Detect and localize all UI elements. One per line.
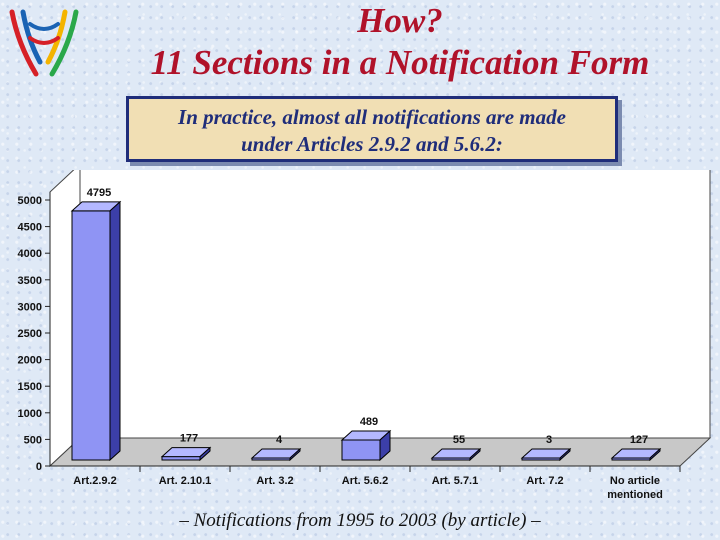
y-tick-label: 2000 — [18, 355, 42, 367]
x-tick-label: mentioned — [607, 489, 663, 501]
title-line-2: 11 Sections in a Notification Form — [150, 43, 650, 82]
callout-line-2: under Articles 2.9.2 and 5.6.2: — [241, 132, 503, 156]
bar-value-label: 177 — [180, 433, 198, 445]
y-tick-label: 4500 — [18, 222, 42, 234]
y-tick-label: 0 — [36, 461, 42, 473]
bar-side — [109, 200, 121, 462]
bar-value-label: 4795 — [87, 187, 111, 199]
bar-value-label: 489 — [360, 416, 378, 428]
x-tick-label: Art. 5.7.1 — [432, 475, 478, 487]
chart-back-wall — [79, 170, 711, 439]
bar-value-label: 4 — [276, 434, 283, 446]
bar-side — [469, 447, 481, 462]
callout-box: In practice, almost all notifications ar… — [126, 96, 618, 162]
bar-chart: 0 500 1000 1500 2000 2500 3000 3500 4000 4500 5000… — [18, 170, 712, 501]
bar-value-label: 55 — [453, 434, 465, 446]
bar — [341, 439, 381, 461]
wto-logo-icon — [9, 9, 79, 77]
bar-side — [379, 429, 391, 462]
y-tick-label: 2500 — [18, 328, 42, 340]
x-tick-label: Art.2.9.2 — [73, 475, 116, 487]
y-tick-label: 3000 — [18, 301, 42, 313]
bar — [161, 456, 201, 461]
bar-side — [559, 447, 571, 462]
y-tick-label: 5000 — [18, 195, 42, 207]
y-tick-label: 3500 — [18, 275, 42, 287]
x-tick-label: Art. 2.10.1 — [159, 475, 212, 487]
bar-side — [199, 446, 211, 462]
y-tick-label: 1500 — [18, 381, 42, 393]
x-tick-label: Art. 3.2 — [256, 475, 293, 487]
page-title: How? 11 Sections in a Notification Form — [80, 0, 720, 84]
chart-footnote: – Notifications from 1995 to 2003 (by ar… — [179, 510, 541, 531]
bar-value-label: 3 — [546, 434, 552, 446]
x-tick-label: No article — [610, 475, 660, 487]
title-line-1: How? — [357, 1, 443, 40]
y-tick-label: 1000 — [18, 408, 42, 420]
y-tick-label: 500 — [24, 434, 42, 446]
bar-value-label: 127 — [630, 434, 648, 446]
bar-side — [649, 447, 661, 462]
bar — [71, 210, 111, 461]
callout-line-1: In practice, almost all notifications ar… — [178, 105, 566, 129]
y-tick-label: 4000 — [18, 248, 42, 260]
x-tick-label: Art. 5.6.2 — [342, 475, 388, 487]
x-tick-label: Art. 7.2 — [526, 475, 563, 487]
bar-side — [289, 447, 301, 462]
